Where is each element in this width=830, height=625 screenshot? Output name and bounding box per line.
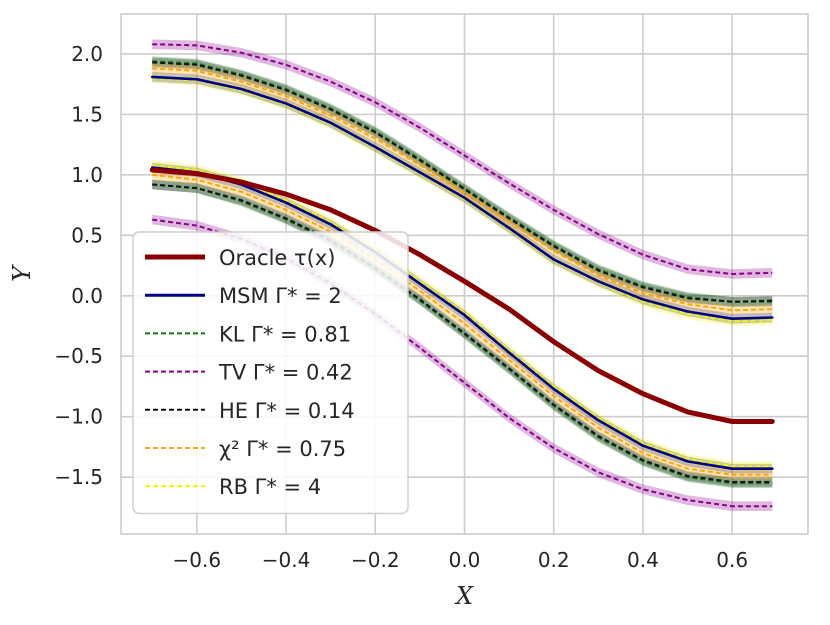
y-tick-label: −1.0 (54, 405, 103, 429)
series-line-0-75-upper (152, 67, 773, 312)
band-lower (152, 179, 773, 488)
legend-box (132, 231, 409, 515)
legend-label: HE Γ* = 0.14 (219, 399, 355, 423)
series-line-msm-2-upper (150, 75, 774, 320)
series-line-tv-0-42-upper (152, 43, 773, 275)
band-lower (152, 170, 773, 480)
y-tick-labels: 2.0 1.5 1.0 0.5 0.0 −0.5 −1.0 −1.5 (54, 42, 103, 489)
y-tick-label: 0.5 (71, 223, 103, 247)
x-tick-label: −0.2 (351, 548, 400, 572)
legend-label: Oracle τ(x) (219, 246, 335, 270)
y-tick-label: −1.5 (54, 465, 103, 489)
y-axis-label: Y (8, 264, 36, 282)
axes-frame (120, 13, 809, 535)
x-tick-label: 0.6 (716, 548, 748, 572)
x-tick-label: 0.0 (449, 548, 481, 572)
legend-label: TV Γ* = 0.42 (218, 361, 353, 385)
series-line-msm-2-lower (150, 166, 774, 470)
legend-label: KL Γ* = 0.81 (219, 322, 351, 346)
series-line-kl-0-81-upper (152, 60, 773, 303)
band-lower (152, 179, 773, 487)
band-lower (152, 162, 773, 474)
x-tick-label: −0.4 (262, 548, 311, 572)
x-tick-labels: −0.6 −0.4 −0.2 0.0 0.2 0.4 0.6 (173, 548, 749, 572)
legend: Oracle τ(x) MSM Γ* = 2 KL Γ* = 0.81 TV Γ* =… (132, 231, 409, 515)
series-line-he-0-14-lower (152, 183, 773, 483)
band-upper (152, 63, 773, 316)
band-upper (152, 73, 773, 326)
series-line-he-0-14-upper (152, 61, 773, 303)
series-line-0-75-lower (152, 173, 773, 476)
series-line-oracle-x (149, 167, 775, 424)
legend-label: RB Γ* = 4 (219, 475, 321, 499)
legend-label: MSM Γ* = 2 (219, 284, 342, 308)
band-lower (152, 160, 773, 472)
plot-area (120, 13, 809, 535)
y-tick-label: 1.0 (71, 163, 103, 187)
legend-label: χ² Γ* = 0.75 (219, 437, 346, 461)
y-tick-label: 2.0 (71, 42, 103, 66)
x-axis-label: X (454, 582, 474, 610)
y-tick-label: 0.0 (71, 284, 103, 308)
x-tick-label: 0.4 (627, 548, 659, 572)
x-tick-label: 0.2 (538, 548, 570, 572)
y-tick-label: 1.5 (71, 102, 103, 126)
y-tick-label: −0.5 (54, 344, 103, 368)
x-tick-label: −0.6 (173, 548, 222, 572)
